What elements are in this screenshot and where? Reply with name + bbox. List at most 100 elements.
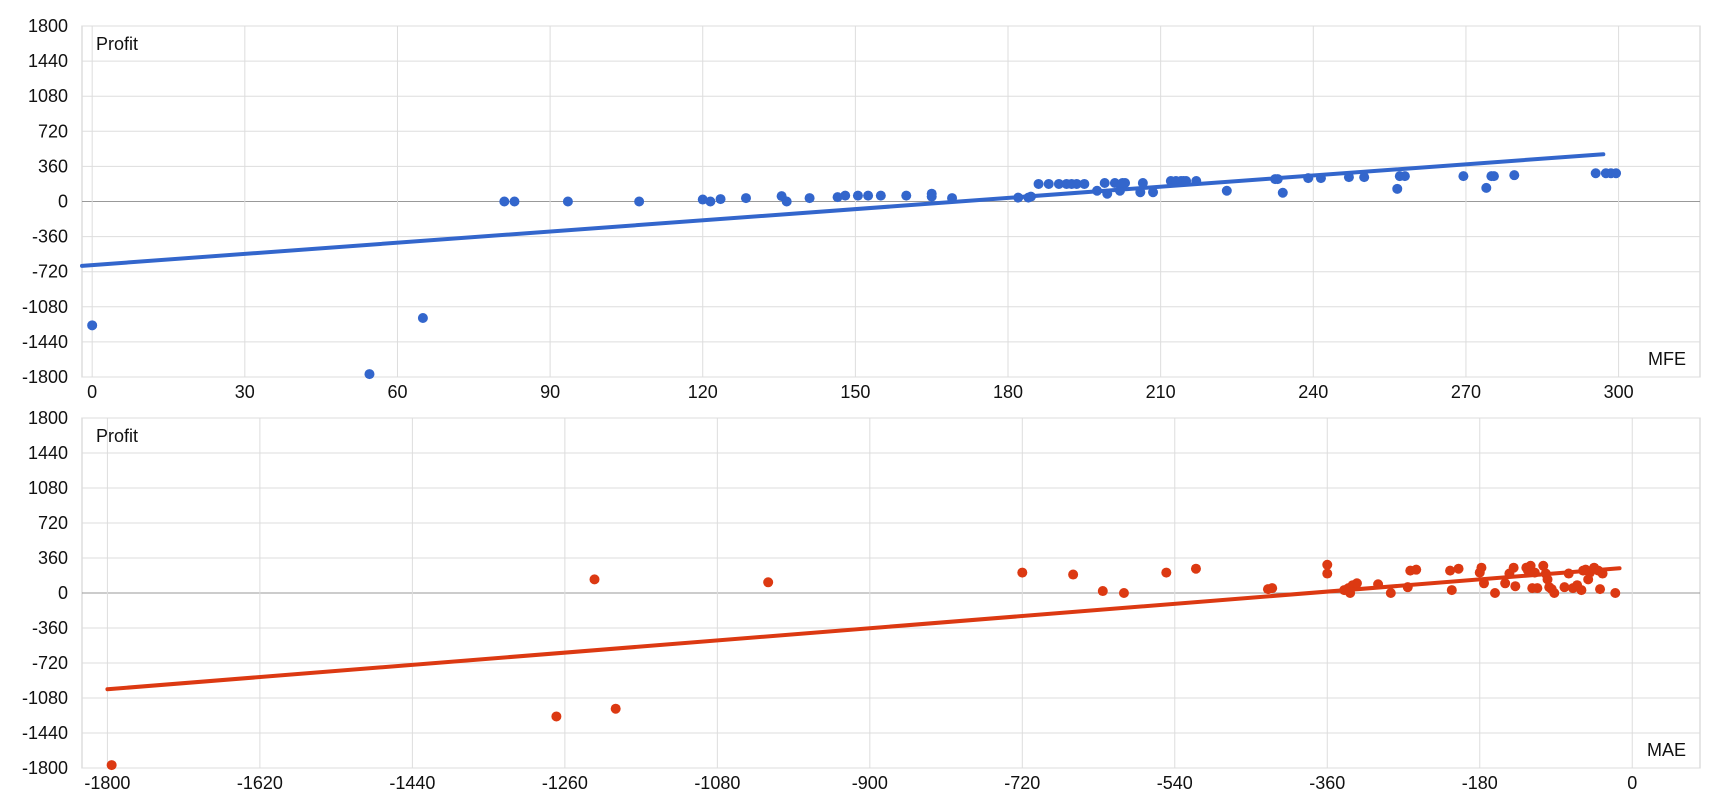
mae-data-point [1446,585,1457,596]
mfe-data-point [715,194,726,205]
mfe-data-point [926,188,937,199]
mae-data-point [1559,582,1570,593]
mae-x-tick-label: -540 [1157,773,1193,793]
mfe-x-tick-label: 0 [87,382,97,402]
mfe-data-point [1611,168,1622,179]
mfe-data-point [1359,172,1370,183]
mae-y-tick-label: 720 [38,513,68,533]
mfe-data-point [1099,177,1110,188]
mae-data-point [1549,588,1560,598]
mae-x-tick-label: -1440 [389,773,435,793]
mae-data-point [589,574,600,585]
mae-x-tick-label: -1260 [542,773,588,793]
mfe-x-tick-label: 270 [1451,382,1481,402]
mfe-data-point [740,193,751,204]
mae-x-tick-label: -1080 [694,773,740,793]
mfe-y-tick-label: 1800 [28,16,68,36]
mfe-data-point [562,196,573,207]
mfe-data-point [705,196,716,207]
mfe-data-point [1392,183,1403,194]
mfe-data-point [1458,171,1469,182]
mfe-data-point [863,190,874,201]
mae-x-tick-label: -360 [1309,773,1345,793]
mae-data-point [1445,565,1456,576]
mae-y-axis-title: Profit [96,426,138,446]
mfe-data-point [1509,170,1520,181]
mfe-y-tick-label: -720 [32,262,68,282]
mae-trendline [105,566,1622,692]
mfe-data-point [1221,185,1232,196]
mfe-data-point [781,196,792,207]
mfe-data-point [875,190,886,201]
mfe-x-tick-label: 90 [540,382,560,402]
mfe-y-tick-label: 720 [38,121,68,141]
mae-y-tick-label: -360 [32,618,68,638]
mae-y-tick-label: 360 [38,548,68,568]
mae-data-point [763,577,774,588]
mfe-x-tick-label: 120 [688,382,718,402]
mae-data-point [1411,564,1422,575]
mfe-data-point [1120,177,1131,188]
mfe-y-tick-label: -1800 [22,367,68,387]
mfe-data-point [1590,168,1601,179]
mae-x-tick-label: -180 [1462,773,1498,793]
mfe-x-tick-label: 300 [1604,382,1634,402]
mae-chart: 1800 1440 1080 720 360 0 -360 -720 -1080 -1440 -18… [22,408,1701,793]
mae-data-point [1190,563,1201,574]
mae-y-tick-label: -1440 [22,723,68,743]
mfe-data-point [1148,187,1159,198]
mfe-y-tick-label: 1080 [28,86,68,106]
mae-data-point [1385,588,1396,598]
mae-data-point [1267,583,1278,594]
mfe-data-point [1399,171,1410,182]
mae-y-tick-label: -1080 [22,688,68,708]
mae-data-point [1476,562,1487,573]
mfe-data-point [1481,182,1492,193]
mae-y-tick-label: -720 [32,653,68,673]
mfe-y-tick-label: 1440 [28,51,68,71]
mae-x-tick-label: -900 [852,773,888,793]
mfe-data-point [634,196,645,207]
mae-data-point [1510,581,1521,592]
mfe-data-point [1488,171,1499,182]
mae-y-tick-label: 1800 [28,408,68,428]
mfe-data-point [417,313,428,324]
mae-data-point [1595,584,1606,595]
mae-y-tick-label: 1080 [28,478,68,498]
mfe-data-point [1053,178,1064,189]
mfe-x-axis-title: MFE [1648,349,1686,369]
mfe-data-point [1043,178,1054,189]
mfe-y-tick-label: -1080 [22,297,68,317]
mfe-data-point [852,190,863,201]
mfe-y-tick-label: 360 [38,156,68,176]
mae-data-point [1322,559,1333,570]
mfe-trendline [80,152,1606,268]
mae-x-tick-label: -1620 [237,773,283,793]
mae-data-point [1532,583,1543,594]
mfe-y-axis-title: Profit [96,34,138,54]
mfe-data-point [1079,178,1090,189]
mae-x-tick-label: -720 [1004,773,1040,793]
mfe-data-point [509,196,520,207]
mfe-y-tick-label: -360 [32,227,68,247]
mae-data-point [1508,562,1519,573]
mfe-x-tick-label: 60 [387,382,407,402]
mae-data-point [1118,588,1129,598]
mfe-data-point [499,196,510,207]
mae-data-point [1017,567,1028,578]
mae-data-point [1453,563,1464,574]
mfe-data-point [1137,177,1148,188]
mfe-data-point [697,194,708,205]
mae-data-point [551,711,562,722]
mae-data-point [1068,569,1079,580]
mae-data-point [610,703,621,714]
mfe-x-tick-label: 180 [993,382,1023,402]
mfe-data-point [87,320,98,331]
mfe-data-point [901,190,912,201]
mae-x-axis-title: MAE [1647,740,1686,760]
mfe-y-tick-label: 0 [58,192,68,212]
mae-data-point [1610,588,1621,598]
mae-data-point [1489,588,1500,598]
